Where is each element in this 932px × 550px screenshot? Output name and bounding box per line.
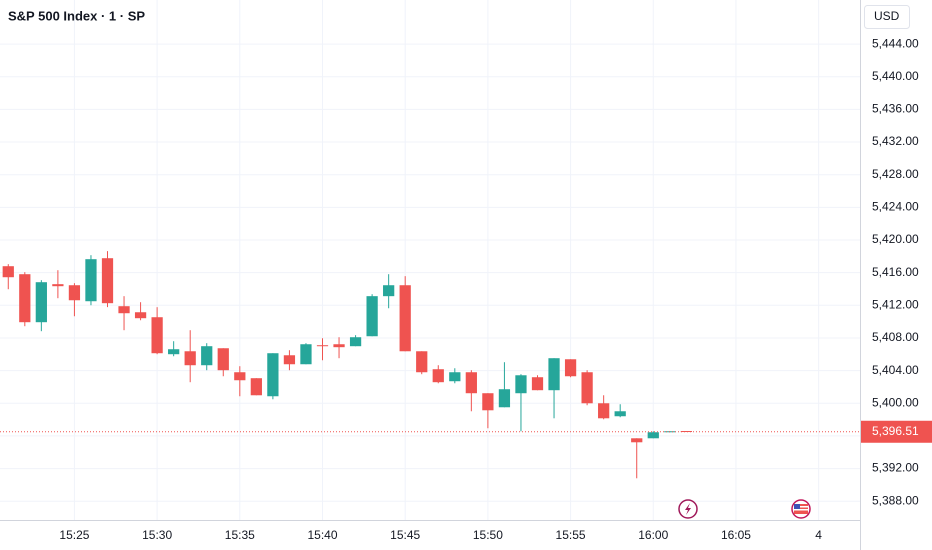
y-tick-label: 5,408.00: [872, 330, 919, 344]
x-tick-label: 4: [815, 528, 822, 542]
x-tick-label: 15:40: [307, 528, 337, 542]
x-tick-label: 16:00: [638, 528, 668, 542]
candle-body: [168, 349, 180, 355]
y-tick-label: 5,404.00: [872, 363, 919, 377]
candle-body: [283, 355, 296, 365]
candle-body: [465, 372, 477, 394]
candle-body: [515, 375, 527, 394]
candle-body: [184, 351, 196, 366]
grid: [0, 0, 860, 520]
candle-body: [614, 411, 626, 417]
y-tick-label: 5,424.00: [872, 200, 919, 214]
candle-body: [300, 344, 312, 365]
candle-body: [531, 377, 544, 391]
candle-body: [449, 372, 461, 382]
last-price-box: [861, 420, 932, 443]
x-tick-label: 16:05: [721, 528, 751, 542]
last-price-label: 5,396.51: [872, 424, 919, 438]
candle-body: [101, 258, 114, 304]
candle-body: [35, 282, 47, 323]
event-icon[interactable]: [678, 499, 698, 519]
country-flag-icon[interactable]: [791, 499, 811, 519]
y-tick-label: 5,392.00: [872, 461, 919, 475]
x-tick-label: 15:50: [473, 528, 503, 542]
y-tick-label: 5,420.00: [872, 232, 919, 246]
y-tick-label: 5,416.00: [872, 265, 919, 279]
candle-body: [647, 432, 659, 439]
candle-body: [631, 438, 643, 443]
x-tick-label: 15:35: [225, 528, 255, 542]
candle-body: [383, 285, 395, 297]
y-tick-label: 5,436.00: [872, 102, 919, 116]
x-tick-label: 15:25: [59, 528, 89, 542]
x-tick-label: 15:55: [556, 528, 586, 542]
candle-body: [432, 369, 444, 383]
plot: [0, 251, 860, 479]
candle-body: [250, 378, 262, 396]
axes: 5,388.005,392.005,396.005,400.005,404.00…: [59, 36, 932, 542]
candle-body: [217, 348, 229, 371]
candle-body: [316, 345, 329, 347]
candle-body: [19, 274, 31, 323]
candle-body: [680, 431, 692, 433]
candle-body: [234, 372, 246, 381]
candle-body: [598, 403, 610, 419]
candle-body: [399, 285, 411, 352]
candle-body: [581, 372, 593, 404]
x-tick-label: 15:45: [390, 528, 420, 542]
y-tick-label: 5,400.00: [872, 395, 919, 409]
candle-body: [548, 358, 560, 391]
candle-body: [482, 393, 494, 411]
candle-body: [151, 317, 163, 354]
candle-body: [564, 359, 577, 377]
candle-body: [333, 344, 345, 348]
x-tick-label: 15:30: [142, 528, 172, 542]
candle-body: [85, 259, 97, 302]
y-tick-label: 5,388.00: [872, 493, 919, 507]
candle-body: [201, 346, 213, 366]
candle-body: [68, 285, 81, 301]
candle-body: [498, 389, 511, 408]
y-tick-label: 5,432.00: [872, 134, 919, 148]
candle-body: [267, 353, 279, 397]
candle-body: [366, 296, 378, 337]
candle-body: [134, 312, 147, 319]
candle-body: [416, 351, 428, 373]
chart-title: S&P 500 Index · 1 · SP: [8, 8, 145, 23]
y-tick-label: 5,412.00: [872, 297, 919, 311]
y-tick-label: 5,440.00: [872, 69, 919, 83]
candle-body: [2, 266, 14, 278]
currency-label: USD: [874, 9, 900, 23]
candle-body: [349, 337, 362, 347]
y-tick-label: 5,444.00: [872, 36, 919, 50]
y-tick-label: 5,428.00: [872, 167, 919, 181]
candle-body: [118, 306, 130, 314]
currency-box[interactable]: [864, 5, 910, 29]
candle-body: [52, 284, 64, 287]
